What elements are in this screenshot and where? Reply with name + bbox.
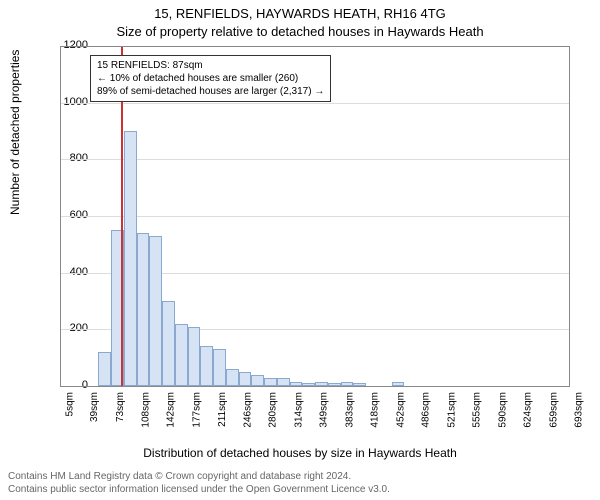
x-axis-line (60, 386, 570, 387)
annotation-box: 15 RENFIELDS: 87sqm← 10% of detached hou… (90, 55, 331, 102)
x-tick-label: 73sqm (115, 392, 126, 422)
x-tick-label: 39sqm (90, 392, 101, 422)
annotation-line: 15 RENFIELDS: 87sqm (97, 59, 324, 72)
chart-title-main: 15, RENFIELDS, HAYWARDS HEATH, RH16 4TG (0, 6, 600, 21)
x-tick-label: 211sqm (217, 392, 228, 427)
annotation-line: 89% of semi-detached houses are larger (… (97, 85, 324, 98)
histogram-bar (124, 131, 137, 386)
footer-line2: Contains public sector information licen… (8, 483, 592, 496)
histogram-bar (188, 327, 201, 387)
x-tick-label: 349sqm (319, 392, 330, 428)
x-tick-label: 555sqm (472, 392, 483, 428)
annotation-line: ← 10% of detached houses are smaller (26… (97, 72, 324, 85)
x-tick-label: 418sqm (370, 392, 381, 428)
plot-area: 15 RENFIELDS: 87sqm← 10% of detached hou… (60, 46, 570, 386)
x-tick-label: 624sqm (523, 392, 534, 428)
x-tick-label: 590sqm (498, 392, 509, 428)
y-axis-label: Number of detached properties (8, 50, 22, 215)
histogram-bar (137, 233, 150, 386)
chart-title-sub: Size of property relative to detached ho… (0, 24, 600, 39)
x-tick-label: 693sqm (574, 392, 585, 428)
histogram-bar (264, 378, 277, 387)
x-tick-label: 486sqm (421, 392, 432, 428)
x-tick-label: 280sqm (268, 392, 279, 428)
chart-container: 15, RENFIELDS, HAYWARDS HEATH, RH16 4TG … (0, 0, 600, 500)
histogram-bar (98, 352, 111, 386)
histogram-bar (251, 375, 264, 386)
x-tick-label: 452sqm (396, 392, 407, 428)
histogram-bar (175, 324, 188, 386)
x-tick-label: 659sqm (549, 392, 560, 428)
x-tick-label: 5sqm (64, 392, 75, 416)
histogram-bar (213, 349, 226, 386)
histogram-bar (200, 346, 213, 386)
x-tick-label: 142sqm (166, 392, 177, 428)
histogram-bar (239, 372, 252, 386)
footer-line1: Contains HM Land Registry data © Crown c… (8, 470, 592, 483)
footer-attribution: Contains HM Land Registry data © Crown c… (8, 470, 592, 496)
x-axis-label: Distribution of detached houses by size … (0, 446, 600, 460)
x-tick-label: 383sqm (345, 392, 356, 428)
x-tick-label: 108sqm (141, 392, 152, 428)
histogram-bar (162, 301, 175, 386)
histogram-bar (277, 378, 290, 387)
histogram-bar (149, 236, 162, 386)
x-tick-label: 521sqm (447, 392, 458, 428)
x-tick-label: 246sqm (243, 392, 254, 428)
y-axis-line (60, 46, 61, 386)
histogram-bar (226, 369, 239, 386)
x-tick-label: 314sqm (294, 392, 305, 428)
x-tick-label: 177sqm (192, 392, 203, 428)
